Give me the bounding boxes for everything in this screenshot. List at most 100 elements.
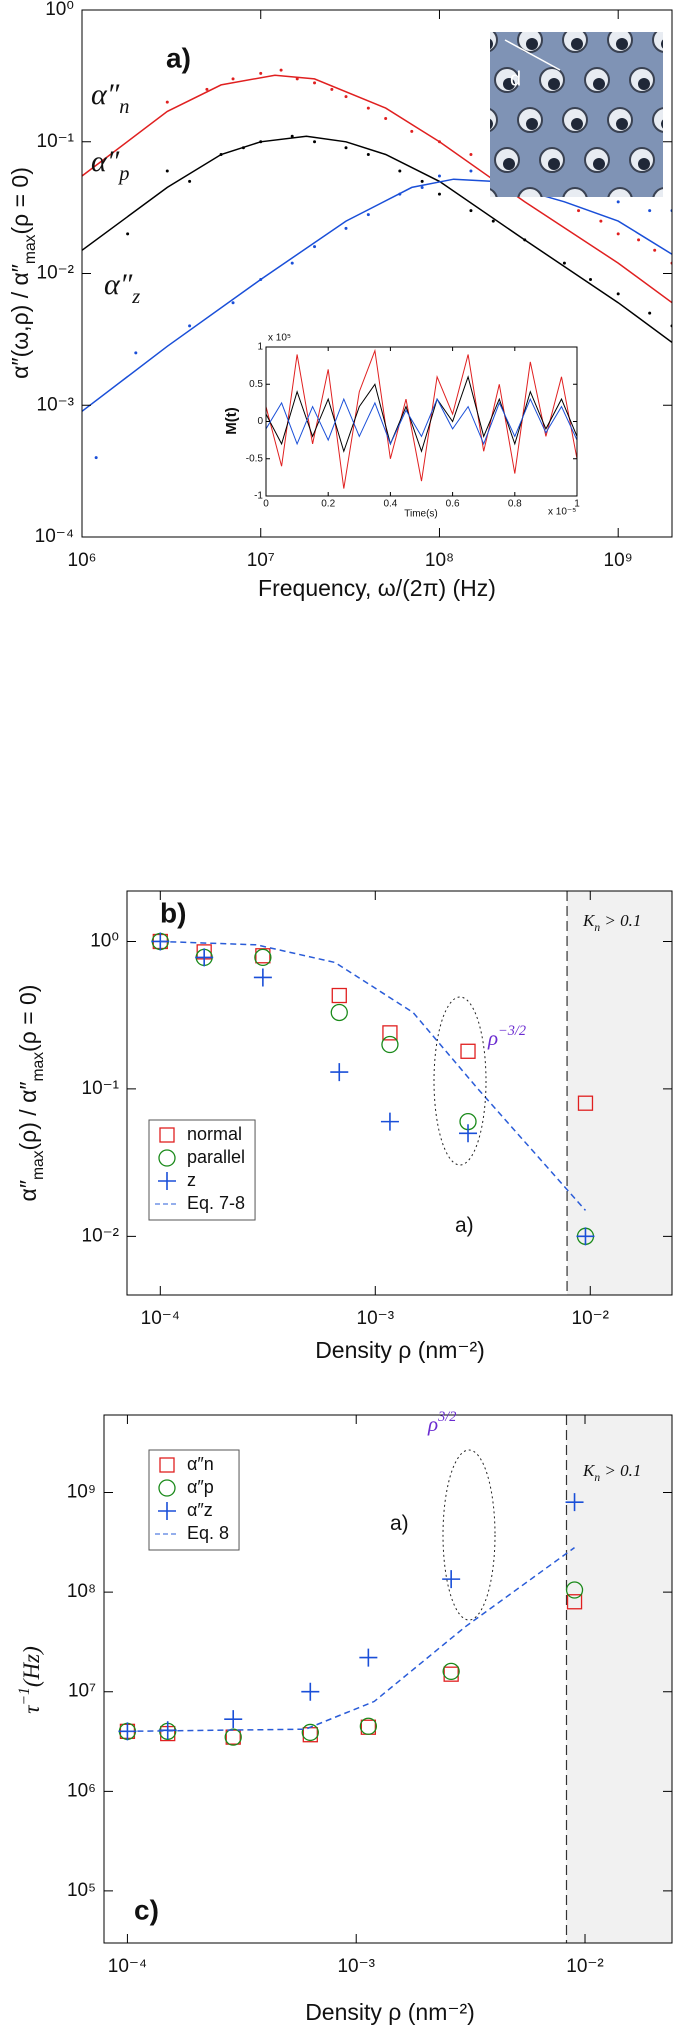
sphere-shadow	[616, 118, 628, 130]
legend-label: α″n	[187, 1454, 214, 1474]
annotation: α″n	[91, 78, 129, 118]
point	[313, 140, 317, 144]
y-tick-label: 10⁰	[90, 930, 119, 951]
sphere-shadow	[661, 39, 663, 49]
point	[381, 1035, 399, 1054]
x-tick-label: 10⁷	[247, 550, 275, 571]
y-tick-label: 10⁻²	[37, 263, 75, 284]
text-part: n	[594, 921, 600, 934]
panel-label: a)	[166, 42, 191, 73]
point	[469, 169, 473, 173]
x-tick-label: 10⁶	[68, 550, 97, 571]
legend-label: Eq. 7-8	[187, 1193, 245, 1213]
y-axis-label: α″(ω,ρ) / α″max(ρ = 0)	[7, 167, 39, 379]
threshold-label: Kn > 0.1	[582, 1461, 641, 1484]
highlight-ellipse	[442, 1449, 496, 1621]
point	[577, 1095, 594, 1111]
y-tick-label: 0.5	[249, 379, 263, 390]
sphere-shadow	[490, 118, 493, 130]
text-part: (ρ) / α″	[15, 1081, 41, 1150]
series-line	[266, 375, 577, 453]
point	[442, 1570, 461, 1589]
point	[420, 185, 424, 189]
legend-label: normal	[187, 1124, 242, 1144]
legend-label: parallel	[187, 1147, 245, 1167]
text-part: max	[30, 1052, 47, 1082]
text-part: > 0.1	[600, 911, 641, 930]
point	[165, 169, 169, 173]
point	[566, 1594, 583, 1610]
point	[165, 100, 169, 104]
series-line	[160, 940, 587, 1211]
point	[301, 1682, 320, 1701]
point	[224, 1728, 242, 1746]
y-tick-label: 10⁶	[67, 1780, 96, 1801]
spacing-line	[504, 39, 561, 71]
point	[459, 1124, 478, 1143]
point	[188, 179, 192, 183]
threshold-region	[566, 1415, 672, 1943]
y-tick-label: 10⁷	[68, 1681, 96, 1702]
sphere	[652, 107, 663, 133]
x-tick-label: 10⁻⁴	[141, 1308, 180, 1329]
legend-swatch	[159, 1457, 175, 1473]
y-tick-label: 10⁸	[67, 1581, 96, 1602]
sphere-shadow	[526, 38, 538, 50]
text-part: K	[582, 911, 596, 930]
point	[359, 1717, 378, 1735]
point	[380, 1112, 399, 1131]
point	[231, 77, 235, 81]
sphere-shadow	[638, 78, 650, 90]
point	[313, 245, 317, 249]
annotation: ρ−3/2	[487, 1023, 526, 1050]
legend-box	[148, 1449, 240, 1551]
y-tick-label: 10⁻⁴	[35, 526, 74, 547]
y-tick-label: 10⁹	[67, 1482, 96, 1503]
text-part: (ρ = 0)	[7, 167, 33, 234]
text-part: 3/2	[437, 1409, 456, 1425]
point	[442, 1662, 460, 1681]
text-part: max	[22, 234, 39, 264]
point	[576, 1227, 595, 1246]
sphere-shadow	[638, 158, 650, 170]
sphere-shadow	[661, 119, 663, 129]
text-part: −1	[16, 1687, 33, 1705]
x-tick-label: 0.4	[383, 499, 397, 510]
panel-label: b)	[160, 897, 186, 928]
text-part: α″	[91, 78, 120, 111]
x-tick-label: 0.8	[508, 499, 522, 510]
legend: normal parallel z Eq. 7-8	[148, 1119, 256, 1221]
y-tick-label: -0.5	[246, 453, 264, 464]
plot-area	[82, 68, 672, 460]
sphere-shadow	[616, 38, 628, 50]
sphere-shadow	[503, 78, 515, 90]
point	[301, 1723, 319, 1742]
panel-label: c)	[134, 1894, 159, 1925]
plot-area	[151, 891, 672, 1295]
text-part: a)	[455, 1214, 474, 1237]
point	[420, 179, 424, 183]
text-part: max	[30, 1150, 47, 1180]
x-tick-label: 10⁻³	[357, 1308, 395, 1329]
x-tick-label: 0.2	[321, 499, 335, 510]
point	[648, 311, 652, 315]
text-part: −3/2	[498, 1023, 526, 1039]
text-part: n	[594, 1471, 600, 1484]
series-line	[266, 348, 577, 489]
legend-swatch	[158, 1172, 176, 1190]
point	[366, 153, 370, 157]
point	[437, 174, 441, 178]
point	[313, 81, 317, 85]
text-part: α″	[15, 1180, 41, 1201]
point	[562, 261, 566, 265]
sphere-shadow	[526, 118, 538, 130]
point	[195, 948, 214, 967]
spheres	[490, 32, 663, 197]
legend-label: z	[187, 1170, 196, 1190]
sphere	[652, 32, 663, 53]
series-line	[82, 135, 672, 344]
annotation: a)	[390, 1512, 409, 1535]
x-axis-label: Time(s)	[404, 509, 438, 520]
x-tick-label: 10⁻³	[337, 1956, 375, 1977]
